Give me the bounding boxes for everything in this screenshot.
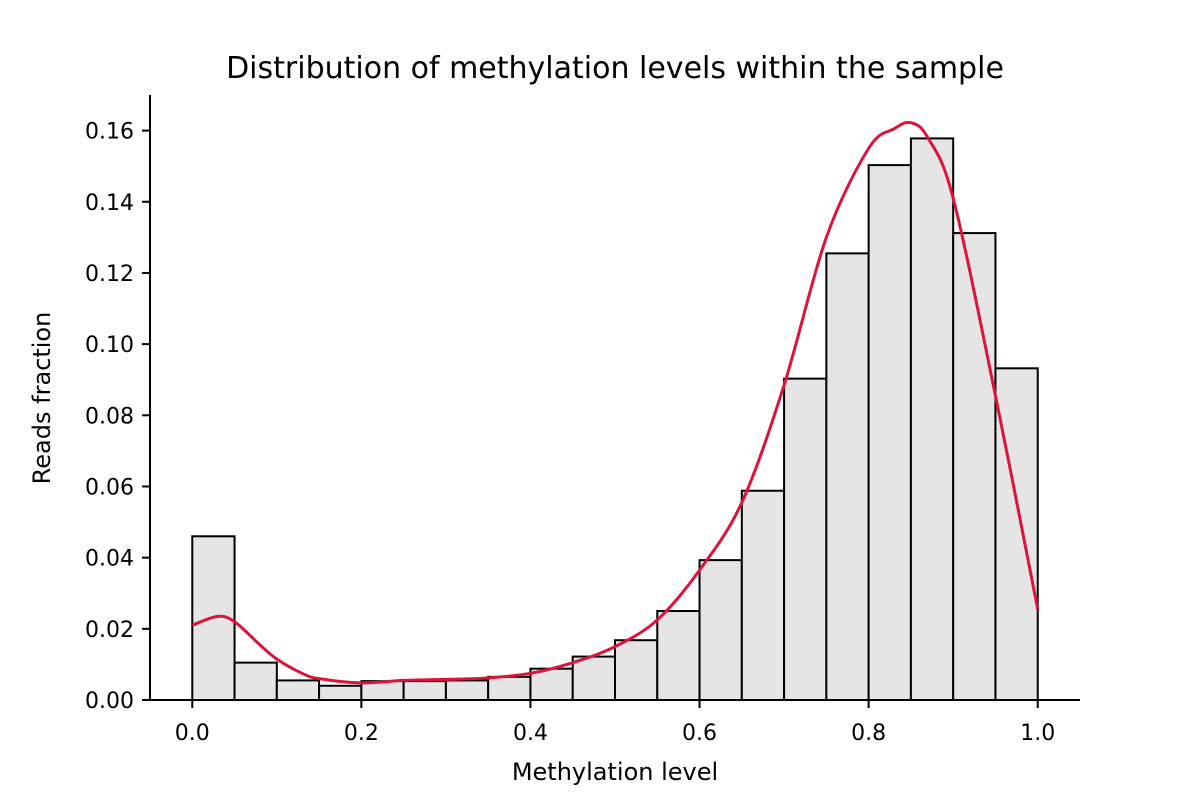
histogram-bars: [191, 137, 1039, 702]
y-tick-label: 0.02: [85, 618, 134, 643]
histogram-bar: [783, 377, 828, 701]
kde-curve: [191, 120, 1040, 685]
y-tick-label: 0.08: [85, 404, 134, 429]
x-tick-label: 0.4: [513, 721, 548, 746]
y-tick-label: 0.12: [85, 262, 134, 287]
y-ticks: 0.00 0.02 0.04 0.06 0.08 0.10 0.12 0.14 0.16: [85, 120, 150, 714]
histogram-bar: [487, 675, 532, 702]
histogram-bar: [571, 655, 617, 701]
histogram-bar: [444, 679, 490, 701]
histogram-bar: [825, 252, 870, 701]
histogram-bar: [952, 232, 997, 701]
histogram-bar: [909, 137, 955, 701]
histogram-bar: [698, 559, 743, 702]
y-tick-label: 0.00: [85, 689, 134, 714]
chart-title: Distribution of methylation levels withi…: [226, 51, 1004, 86]
x-tick-label: 0.2: [344, 721, 379, 746]
y-tick-label: 0.04: [85, 547, 134, 572]
x-ticks: 0.0 0.2 0.4 0.6 0.8 1.0: [175, 700, 1055, 746]
x-tick-label: 0.8: [851, 721, 886, 746]
histogram-bar: [867, 164, 912, 701]
y-tick-label: 0.10: [85, 333, 134, 358]
histogram-bar: [614, 639, 659, 702]
histogram-bar: [994, 367, 1039, 701]
kde-curve-group: [191, 120, 1040, 685]
histogram-bar: [318, 684, 363, 702]
y-axis-label: Reads fraction: [28, 312, 56, 485]
histogram-bar: [275, 679, 321, 701]
x-tick-label: 0.0: [175, 721, 210, 746]
x-tick-label: 1.0: [1020, 721, 1055, 746]
y-tick-label: 0.16: [85, 120, 134, 145]
histogram-bar: [740, 489, 786, 701]
histogram-bar: [233, 661, 278, 701]
histogram-bar: [656, 610, 701, 702]
x-tick-label: 0.6: [682, 721, 717, 746]
y-tick-label: 0.06: [85, 475, 134, 500]
x-axis-label: Methylation level: [512, 758, 718, 786]
y-tick-label: 0.14: [85, 191, 134, 216]
histogram-bar: [402, 680, 447, 702]
